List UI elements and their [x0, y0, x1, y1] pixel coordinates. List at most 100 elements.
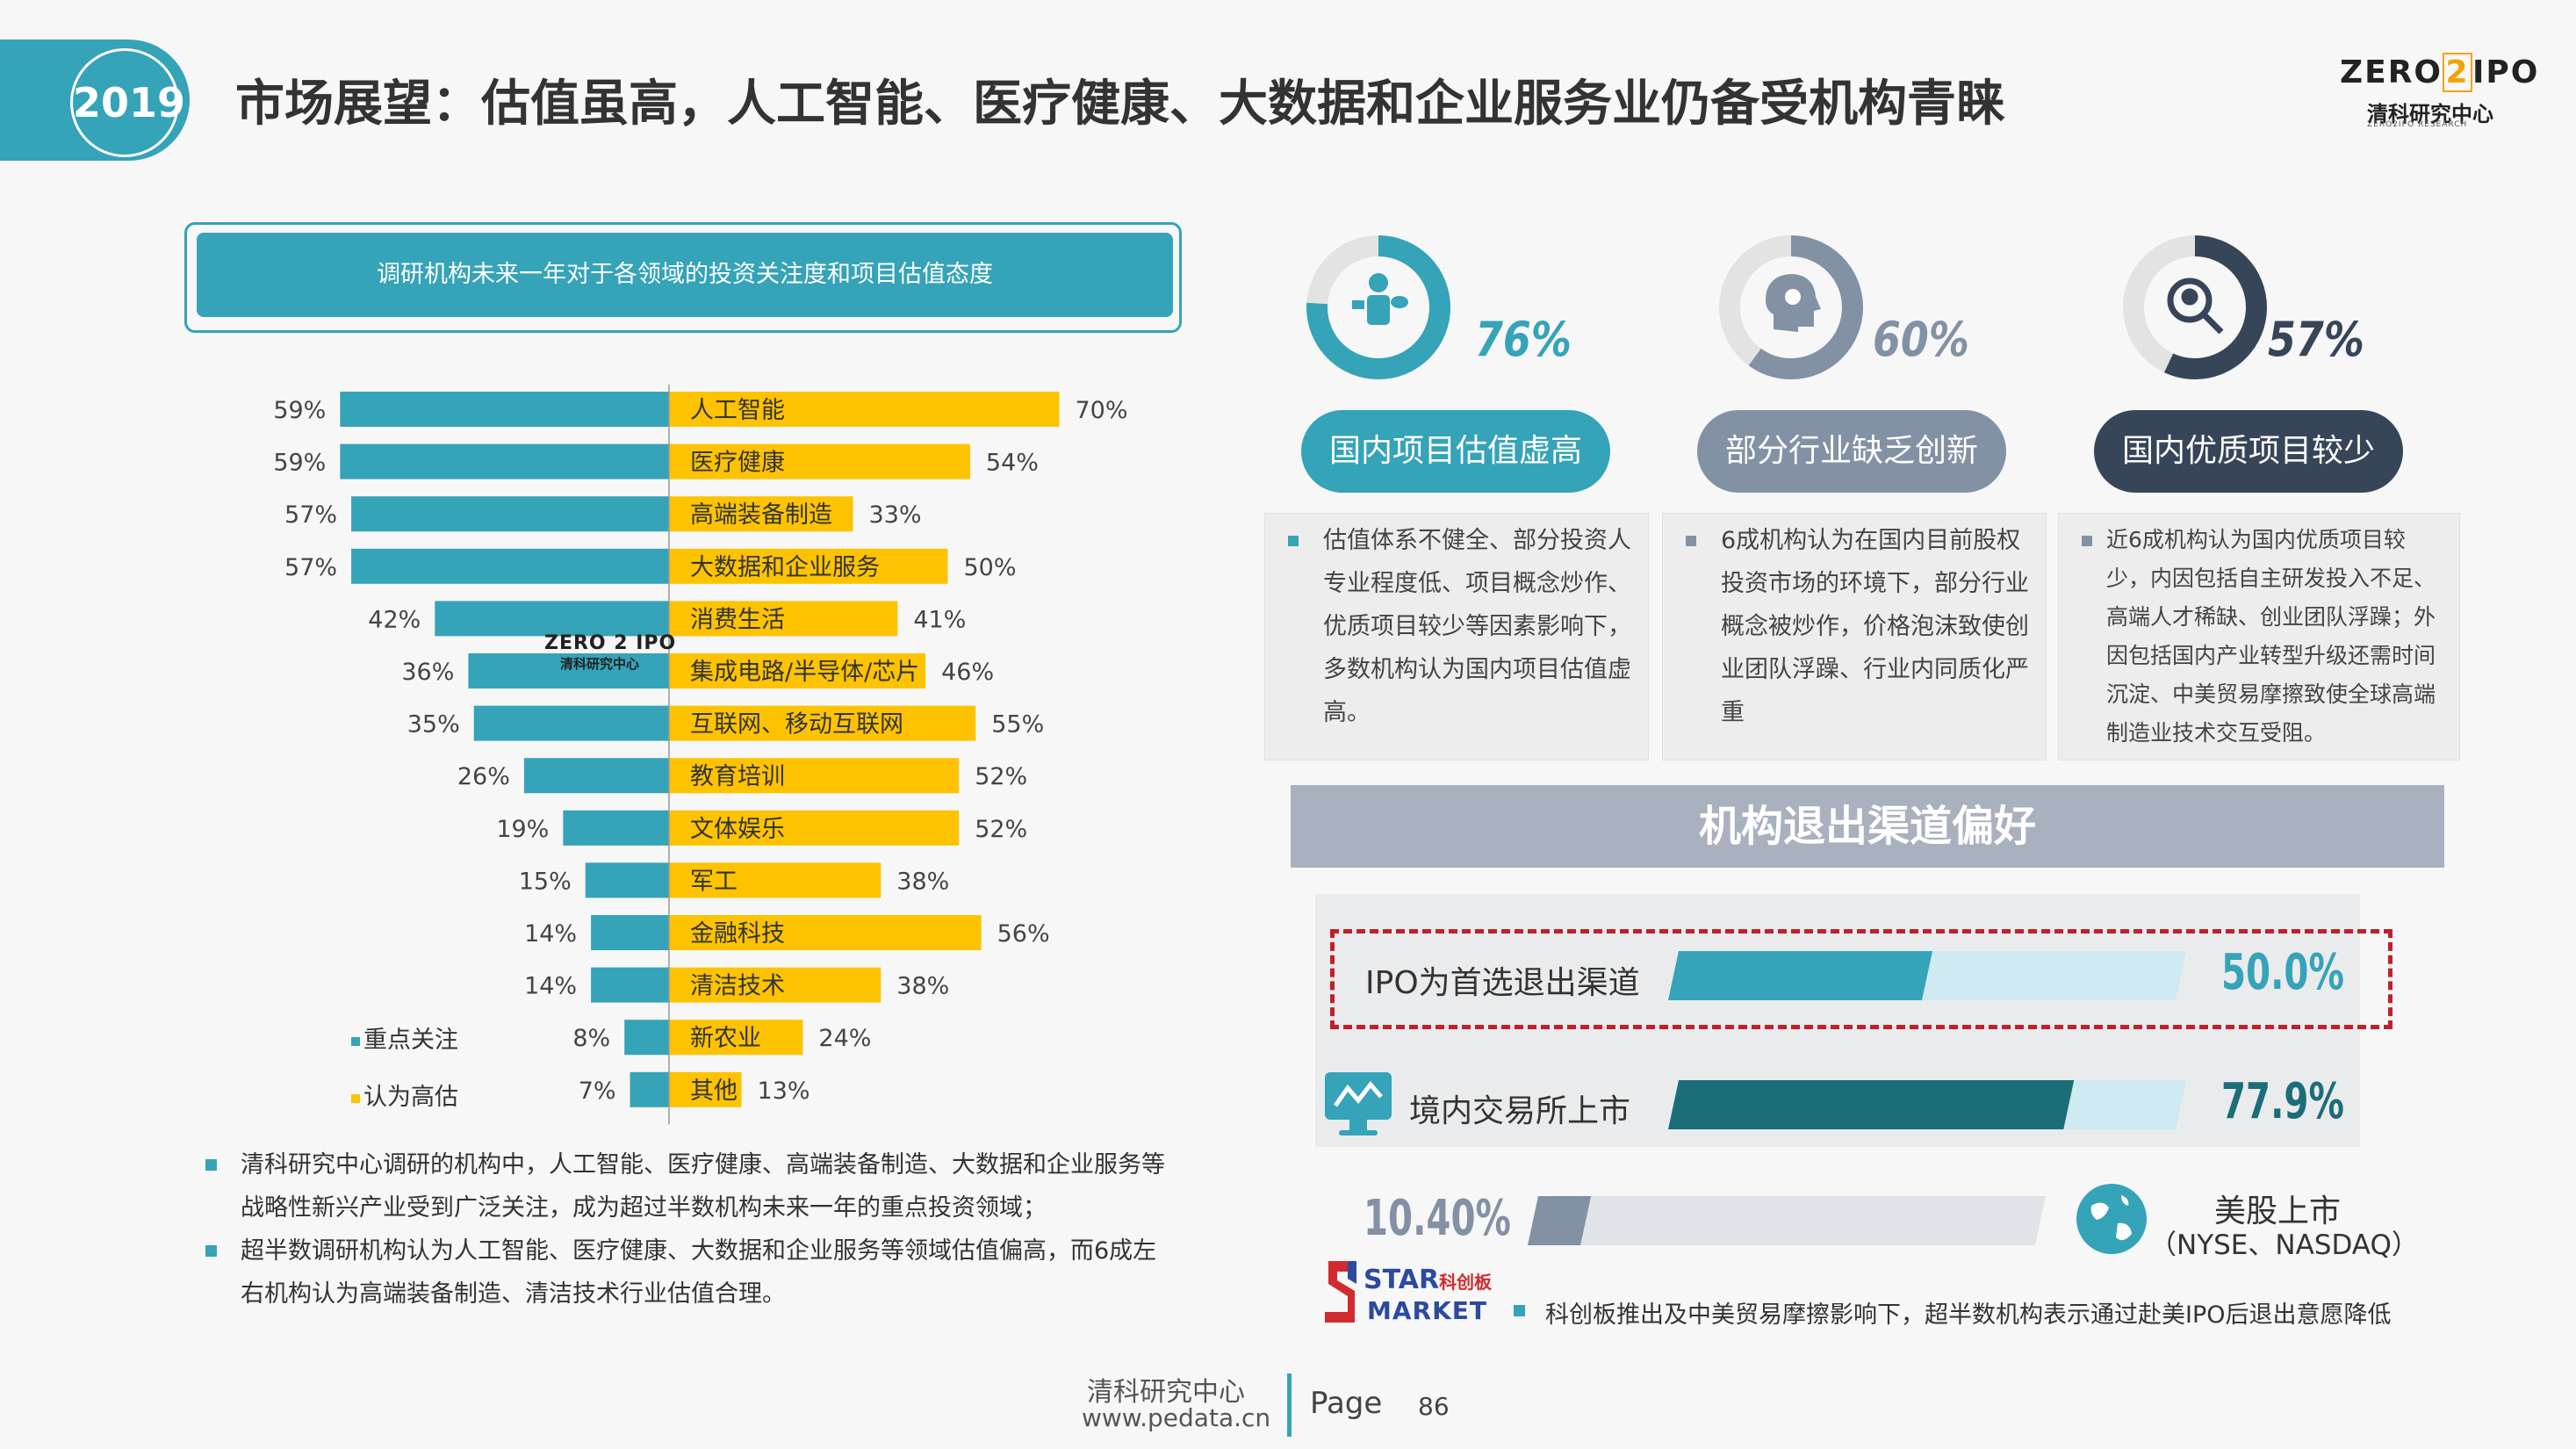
bar-focus-2 — [351, 496, 669, 532]
legend-focus-swatch — [351, 1036, 360, 1046]
pill-2: 部分行业缺乏创新 — [1697, 410, 2006, 493]
donut-1-arc — [1306, 235, 1450, 379]
bar-focus-9 — [585, 862, 669, 898]
exit-value-ipo: 50.0% — [2221, 944, 2344, 1001]
business-person-icon — [1352, 273, 1408, 325]
bar-overvalued-13 — [669, 1071, 742, 1107]
footer-url[interactable]: www.pedata.cn — [1082, 1403, 1271, 1432]
bullet-1 — [1288, 536, 1299, 546]
exchange-monitor-icon — [1325, 1072, 1392, 1135]
head-lightbulb-icon — [1766, 274, 1821, 332]
bar-focus-4 — [435, 601, 669, 637]
star-market-mark-icon — [1325, 1261, 1356, 1323]
logo-mid: 2 — [2443, 53, 2473, 92]
bullet-2 — [1686, 536, 1696, 546]
label-overvalued-12: 24% — [818, 1025, 871, 1052]
label-focus-0: 59% — [273, 397, 326, 424]
bar-focus-12 — [624, 1020, 669, 1056]
exit-bar-ipo-fill — [1668, 951, 1932, 1000]
reason-text-2: 6成机构认为在国内目前股权投资市场的环境下，部分行业概念被炒作，价格泡沫致使创业… — [1721, 527, 2029, 726]
label-focus-11: 14% — [524, 973, 577, 1000]
label-focus-2: 57% — [284, 501, 337, 529]
footer-page-number: 86 — [1418, 1392, 1450, 1421]
reason-text-1: 估值体系不健全、部分投资人专业程度低、项目概念炒作、优质项目较少等因素影响下，多… — [1323, 527, 1631, 726]
label-focus-4: 42% — [368, 606, 421, 633]
label-overvalued-0: 70% — [1076, 397, 1128, 424]
bar-focus-5 — [468, 653, 669, 688]
legend-overvalued: 认为高估 — [351, 1078, 458, 1112]
exit-bar-us-track — [1528, 1196, 2046, 1245]
category-label-12: 新农业 — [690, 1025, 761, 1052]
footer-org: 清科研究中心 — [1087, 1377, 1245, 1408]
category-label-6: 互联网、移动互联网 — [690, 711, 903, 739]
category-label-9: 军工 — [690, 868, 738, 895]
pill-1: 国内项目估值虚高 — [1301, 410, 1610, 493]
bar-overvalued-3 — [669, 548, 948, 584]
label-focus-6: 35% — [407, 711, 460, 739]
bar-focus-3 — [351, 548, 669, 584]
bullet-3 — [2082, 536, 2092, 546]
page-title: 市场展望：估值虽高，人工智能、医疗健康、大数据和企业服务业仍备受机构青睐 — [235, 76, 2005, 133]
exit-label-ipo: IPO为首选退出渠道 — [1365, 965, 1640, 1001]
label-focus-3: 57% — [284, 554, 337, 581]
exit-bar-domestic-fill — [1668, 1080, 2075, 1129]
category-label-13: 其他 — [690, 1078, 738, 1105]
search-location-icon — [2167, 278, 2224, 335]
bar-focus-7 — [523, 758, 669, 794]
bar-focus-6 — [473, 705, 669, 741]
bar-overvalued-1 — [669, 443, 970, 479]
label-focus-9: 15% — [519, 868, 572, 895]
ipo-highlight-frame — [1330, 929, 2393, 1029]
star-logo-sub: MARKET — [1367, 1296, 1488, 1325]
label-focus-7: 26% — [457, 763, 510, 790]
bar-overvalued-0 — [669, 392, 1060, 427]
exit-bar-us — [1528, 1196, 2046, 1245]
donut-1 — [1306, 235, 1450, 379]
zero2ipo-logo: ZERO2IPO — [2340, 53, 2539, 92]
reason-text-3: 近6成机构认为国内优质项目较少，内因包括自主研发投入不足、高端人才稀缺、创业团队… — [2106, 527, 2436, 746]
category-label-1: 医疗健康 — [690, 450, 785, 477]
star-logo-main: STAR — [1364, 1265, 1440, 1295]
bar-overvalued-2 — [669, 496, 853, 532]
globe-icon — [2076, 1184, 2147, 1254]
exit-bar-us-fill — [1528, 1196, 1592, 1245]
donut-2-arc — [1719, 235, 1863, 379]
category-label-8: 文体娱乐 — [690, 816, 785, 843]
logo-subtitle: 清科研究中心 — [2367, 102, 2493, 126]
category-label-5: 集成电路/半导体/芯片 — [690, 659, 919, 686]
exit-bar-domestic — [1668, 1080, 2186, 1129]
category-label-4: 消费生活 — [690, 606, 785, 633]
bar-focus-0 — [340, 392, 669, 427]
bar-focus-8 — [563, 810, 669, 846]
category-label-7: 教育培训 — [690, 763, 785, 790]
bar-overvalued-5 — [669, 653, 926, 688]
watermark-line2: 清科研究中心 — [560, 656, 640, 672]
donut-3-value: 57% — [2268, 312, 2364, 367]
label-overvalued-3: 50% — [964, 554, 1017, 581]
label-overvalued-11: 38% — [896, 973, 949, 1000]
category-label-3: 大数据和企业服务 — [690, 554, 880, 581]
legend-overvalued-swatch — [351, 1093, 360, 1103]
bar-focus-11 — [591, 967, 669, 1003]
bar-overvalued-7 — [669, 758, 960, 794]
logo-left: ZERO — [2340, 54, 2443, 90]
label-focus-1: 59% — [273, 450, 326, 477]
star-logo-cn: 科创板 — [1439, 1272, 1493, 1293]
pill-3: 国内优质项目较少 — [2094, 410, 2403, 493]
exit-heading: 机构退出渠道偏好 — [1291, 785, 2444, 868]
label-focus-12: 8% — [572, 1025, 610, 1052]
exit-label-us: 美股上市 — [2214, 1193, 2342, 1229]
bar-overvalued-4 — [669, 601, 898, 637]
label-overvalued-13: 13% — [758, 1078, 810, 1105]
legend-focus: 重点关注 — [351, 1020, 458, 1055]
reason-box-3: 近6成机构认为国内优质项目较少，内因包括自主研发投入不足、高端人才稀缺、创业团队… — [2058, 513, 2460, 761]
category-label-10: 金融科技 — [690, 920, 785, 948]
label-overvalued-8: 52% — [975, 816, 1027, 843]
note-2: 超半数调研机构认为人工智能、医疗健康、大数据和企业服务等领域估值偏高，而6成左右… — [205, 1229, 1166, 1316]
bar-focus-13 — [630, 1071, 669, 1107]
bar-focus-10 — [591, 915, 669, 950]
exit-label-us-exchanges: （NYSE、NASDAQ） — [2149, 1229, 2419, 1261]
donut-2 — [1719, 235, 1863, 379]
donut-2-value: 60% — [1873, 312, 1969, 367]
